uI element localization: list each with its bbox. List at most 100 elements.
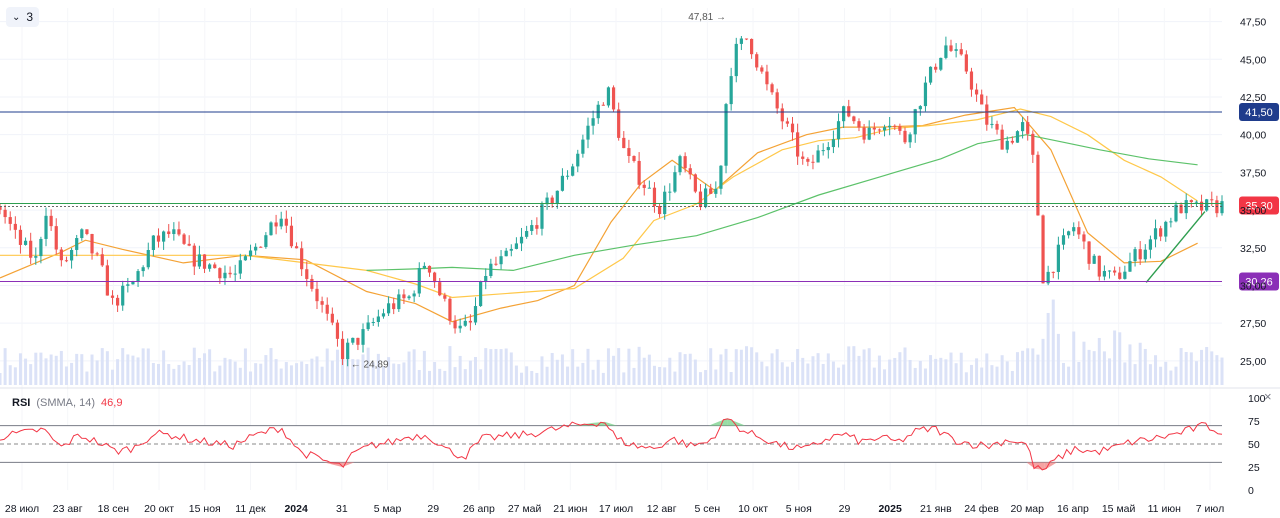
volume-bar [90,354,94,385]
candle-down [1010,140,1014,143]
candle-up [172,229,176,235]
volume-bar [126,354,130,385]
candle-up [407,296,411,299]
volume-bar [167,364,171,385]
volume-bar [898,352,902,385]
price-annotation: 47,81 → [688,12,726,23]
volume-bar [954,363,958,385]
volume-bar [652,365,656,385]
volume-bar [59,350,63,385]
candle-up [39,238,43,257]
volume-bar [724,348,728,385]
volume-bar [877,355,881,385]
volume-bar [279,368,283,385]
candle-down [801,156,805,159]
time-axis-tick: 21 янв [920,503,952,515]
candle-up [990,123,994,125]
trendline[interactable] [1145,211,1206,283]
volume-bar [857,355,861,385]
candle-down [611,87,616,110]
candle-up [530,225,534,232]
candle-down [177,229,181,235]
volume-bar [3,348,7,385]
volume-bar [274,359,278,385]
candle-down [340,338,345,360]
candle-down [785,121,789,124]
rsi-legend[interactable]: RSI (SMMA, 14) 46,9 [12,397,122,409]
rsi-axis-tick: 0 [1248,485,1254,497]
volume-bar [64,366,68,385]
volume-bar [852,346,856,385]
candle-up [842,106,846,122]
volume-bar [934,358,938,385]
candle-up [1061,235,1066,245]
volume-bar [136,357,140,385]
candle-down [305,269,309,279]
volume-bar [249,371,253,385]
volume-bar [806,363,810,385]
candle-up [1205,199,1209,211]
candle-up [519,236,524,244]
volume-bar [673,371,677,385]
candle-up [1128,261,1132,272]
candle-down [330,313,334,323]
volume-bar [796,349,800,385]
time-axis-tick: 23 авг [53,503,83,515]
volume-bar [1189,352,1193,385]
volume-bar [110,369,114,385]
volume-bar [504,348,508,385]
volume-bar [1154,355,1158,385]
volume-bar [566,366,570,385]
volume-bar [356,359,360,385]
candle-up [75,238,79,250]
candle-down [1118,272,1122,279]
collapse-indicators-button[interactable]: ⌄ 3 [6,7,40,27]
candle-down [862,127,866,140]
volume-bar [949,352,953,385]
volume-bar [320,366,324,385]
time-axis-tick: 18 сен [98,503,130,515]
volume-bar [990,365,994,385]
collapse-count: 3 [26,10,34,24]
candle-down [857,121,861,128]
volume-bar [632,367,636,385]
volume-bar [187,365,191,385]
volume-bar [627,348,631,385]
volume-bar [208,349,212,385]
volume-bar [305,364,309,385]
close-icon[interactable]: × [1264,389,1272,404]
candle-up [264,235,268,247]
candle-down [1159,228,1163,237]
volume-bar [842,364,846,385]
candle-up [484,276,488,282]
time-axis-tick: 15 май [1102,503,1136,515]
candle-up [928,66,933,83]
candle-up [121,285,125,306]
volume-bar [1046,312,1050,385]
price-label: 41,50 [1245,107,1273,119]
candle-down [627,148,631,157]
candle-down [683,156,687,169]
volume-bar [162,350,166,385]
volume-bar [1210,351,1214,385]
candle-down [0,207,2,210]
candle-up [734,43,738,77]
candle-up [136,271,140,282]
candle-up [197,254,202,267]
volume-bar [959,352,963,385]
candle-up [499,256,503,265]
volume-bar [622,372,626,385]
volume-bar [1067,366,1071,385]
candle-up [719,165,723,189]
candle-down [284,218,288,226]
candle-down [765,71,769,85]
candle-down [105,265,109,296]
volume-bar [1005,361,1009,385]
rsi-zone-fill [708,418,728,426]
volume-bar [1097,337,1101,385]
volume-bar [560,354,564,385]
volume-bar [1102,351,1106,385]
volume-bar [300,361,304,385]
candle-down [852,116,856,122]
